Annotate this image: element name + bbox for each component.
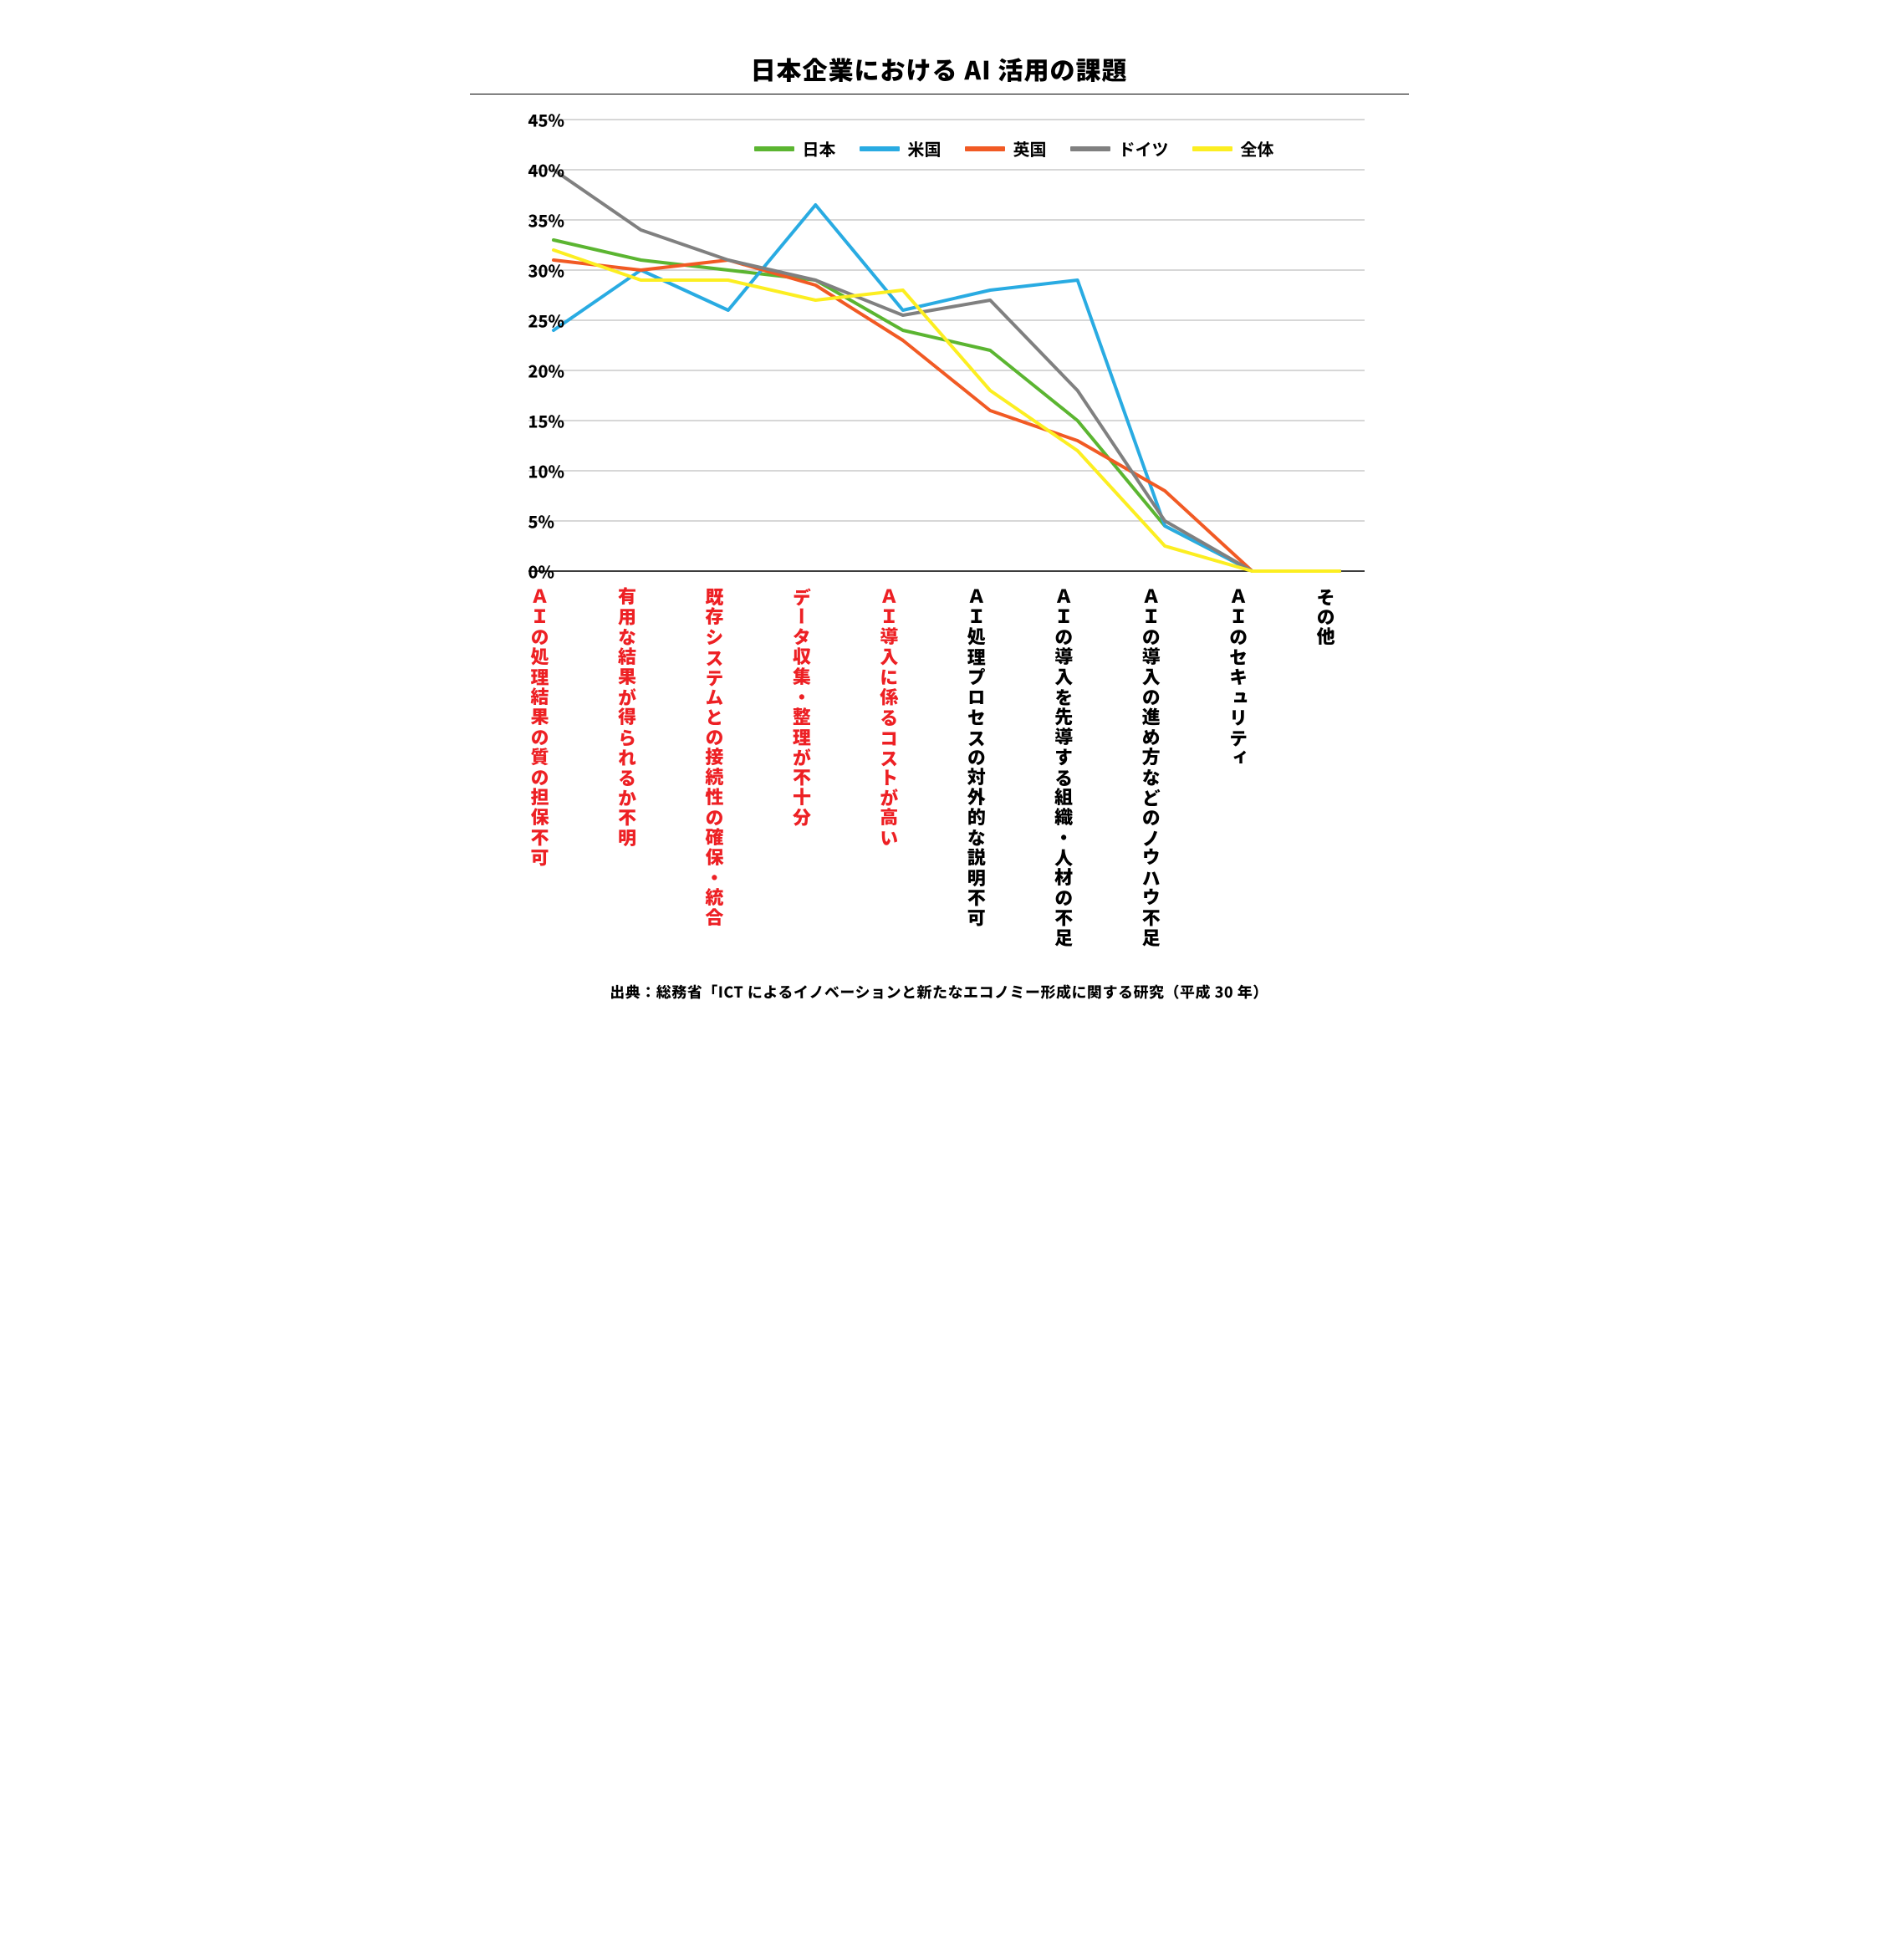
y-tick-label: 5% [528, 509, 535, 533]
y-tick-label: 45% [528, 108, 535, 132]
y-tick-label: 40% [528, 158, 535, 182]
y-tick-label: 30% [528, 258, 535, 283]
legend-label: 英国 [1013, 136, 1047, 161]
y-tick-label: 0% [528, 559, 535, 584]
series-line [554, 205, 1340, 571]
legend-swatch [860, 146, 900, 151]
y-tick-label: 25% [528, 309, 535, 333]
legend-label: 米国 [908, 136, 942, 161]
legend: 日本 米国 英国 ドイツ 全体 [754, 136, 1274, 161]
y-tick-label: 35% [528, 208, 535, 232]
legend-swatch [754, 146, 794, 151]
source-citation: 出典：総務省「ICT によるイノベーションと新たなエコノミー形成に関する研究（平… [470, 981, 1409, 1003]
plot-wrap: 0%5%10%15%20%25%30%35%40%45% 日本米国英国ドイツ全体 [470, 111, 1409, 579]
x-axis-labels: ＡＩの処理結果の質の担保不可有用な結果が得られるか不明既存システムとの接続性の確… [470, 586, 1409, 947]
legend-item: 日本 [754, 136, 836, 161]
legend-item: ドイツ [1070, 136, 1169, 161]
chart-container: 日本企業における AI 活用の課題 0% 5% 10% 15% 20% 25% 30% 35%… [470, 50, 1409, 1003]
legend-label: 全体 [1241, 136, 1274, 161]
y-tick-label: 10% [528, 459, 535, 483]
legend-swatch [965, 146, 1005, 151]
legend-label: 日本 [803, 136, 836, 161]
series-line [554, 250, 1340, 571]
legend-label: ドイツ [1119, 136, 1169, 161]
chart-title: 日本企業における AI 活用の課題 [470, 50, 1409, 87]
y-tick-label: 20% [528, 359, 535, 383]
y-tick-label: 15% [528, 409, 535, 433]
legend-swatch [1070, 146, 1110, 151]
legend-item: 英国 [965, 136, 1047, 161]
legend-item: 米国 [860, 136, 942, 161]
legend-item: 全体 [1192, 136, 1274, 161]
legend-swatch [1192, 146, 1232, 151]
line-chart [470, 111, 1373, 579]
